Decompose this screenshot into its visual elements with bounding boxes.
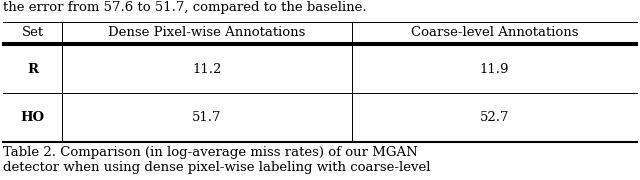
- Text: Dense Pixel-wise Annotations: Dense Pixel-wise Annotations: [108, 26, 306, 39]
- Text: HO: HO: [20, 111, 45, 124]
- Text: R: R: [27, 63, 38, 76]
- Text: Set: Set: [21, 26, 44, 39]
- Text: 51.7: 51.7: [192, 111, 221, 124]
- Text: Coarse-level Annotations: Coarse-level Annotations: [411, 26, 579, 39]
- Text: 11.9: 11.9: [480, 63, 509, 76]
- Text: 11.2: 11.2: [192, 63, 221, 76]
- Text: detector when using dense pixel-wise labeling with coarse-level: detector when using dense pixel-wise lab…: [3, 161, 431, 174]
- Text: the error from 57.6 to 51.7, compared to the baseline.: the error from 57.6 to 51.7, compared to…: [3, 1, 367, 14]
- Text: 52.7: 52.7: [480, 111, 509, 124]
- Text: Table 2. Comparison (in log-average miss rates) of our MGAN: Table 2. Comparison (in log-average miss…: [3, 146, 418, 159]
